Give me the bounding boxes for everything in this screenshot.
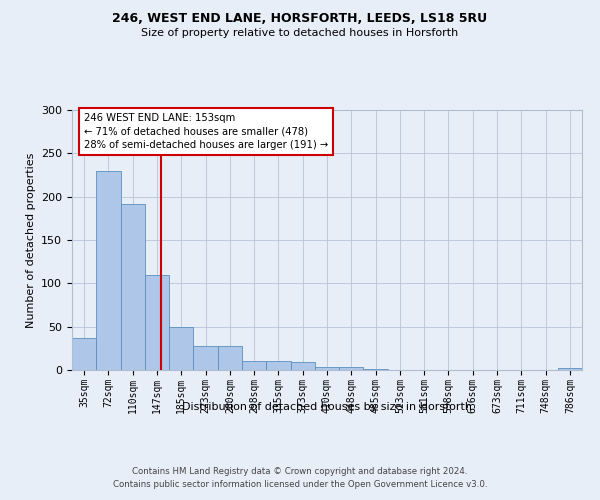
Bar	[72, 338, 96, 370]
Text: Size of property relative to detached houses in Horsforth: Size of property relative to detached ho…	[142, 28, 458, 38]
Bar	[242, 362, 266, 370]
Bar	[169, 326, 193, 370]
Bar	[266, 362, 290, 370]
Y-axis label: Number of detached properties: Number of detached properties	[26, 152, 35, 328]
Text: Contains public sector information licensed under the Open Government Licence v3: Contains public sector information licen…	[113, 480, 487, 489]
Bar	[218, 346, 242, 370]
Text: Contains HM Land Registry data © Crown copyright and database right 2024.: Contains HM Land Registry data © Crown c…	[132, 468, 468, 476]
Bar	[290, 362, 315, 370]
Bar	[121, 204, 145, 370]
Text: Distribution of detached houses by size in Horsforth: Distribution of detached houses by size …	[182, 402, 472, 412]
Bar	[558, 368, 582, 370]
Bar	[364, 369, 388, 370]
Text: 246 WEST END LANE: 153sqm
← 71% of detached houses are smaller (478)
28% of semi: 246 WEST END LANE: 153sqm ← 71% of detac…	[84, 114, 328, 150]
Text: 246, WEST END LANE, HORSFORTH, LEEDS, LS18 5RU: 246, WEST END LANE, HORSFORTH, LEEDS, LS…	[112, 12, 488, 26]
Bar	[193, 346, 218, 370]
Bar	[315, 366, 339, 370]
Bar	[339, 366, 364, 370]
Bar	[96, 170, 121, 370]
Bar	[145, 274, 169, 370]
